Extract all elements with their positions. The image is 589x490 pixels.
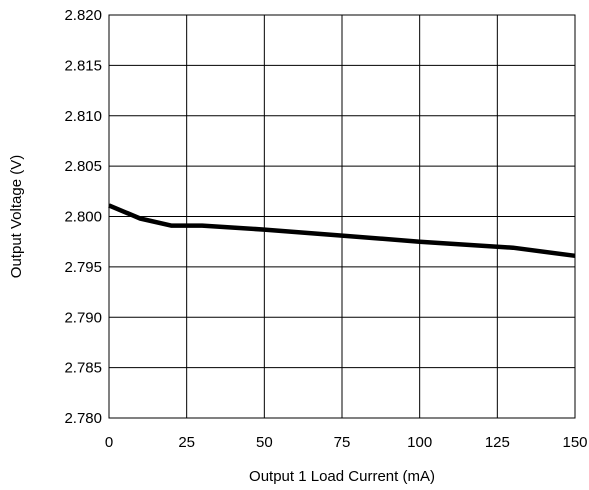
y-tick-label: 2.805 bbox=[64, 158, 102, 175]
x-tick-label: 0 bbox=[105, 434, 113, 451]
y-tick-label: 2.785 bbox=[64, 360, 102, 377]
x-axis-title: Output 1 Load Current (mA) bbox=[249, 468, 435, 485]
y-axis-title: Output Voltage (V) bbox=[8, 155, 25, 278]
y-tick-label: 2.780 bbox=[64, 410, 102, 427]
y-tick-label: 2.820 bbox=[64, 7, 102, 24]
x-tick-label: 100 bbox=[407, 434, 432, 451]
series-layer bbox=[108, 203, 576, 259]
y-tick-label: 2.795 bbox=[64, 259, 102, 276]
plot-frame bbox=[108, 14, 576, 419]
x-tick-label: 125 bbox=[485, 434, 510, 451]
y-tick-label: 2.790 bbox=[64, 309, 102, 326]
x-tick-label: 150 bbox=[562, 434, 587, 451]
y-tick-label: 2.800 bbox=[64, 209, 102, 226]
y-tick-label: 2.810 bbox=[64, 108, 102, 125]
x-tick-label: 50 bbox=[256, 434, 273, 451]
x-tick-labels: 0 25 50 75 100 125 150 bbox=[105, 434, 588, 451]
series-line bbox=[108, 203, 576, 259]
grid bbox=[108, 14, 576, 419]
y-tick-label: 2.815 bbox=[64, 57, 102, 74]
y-tick-labels: 2.780 2.785 2.790 2.795 2.800 2.805 2.810 2.815… bbox=[64, 7, 102, 427]
x-tick-label: 25 bbox=[178, 434, 195, 451]
x-tick-label: 75 bbox=[334, 434, 351, 451]
